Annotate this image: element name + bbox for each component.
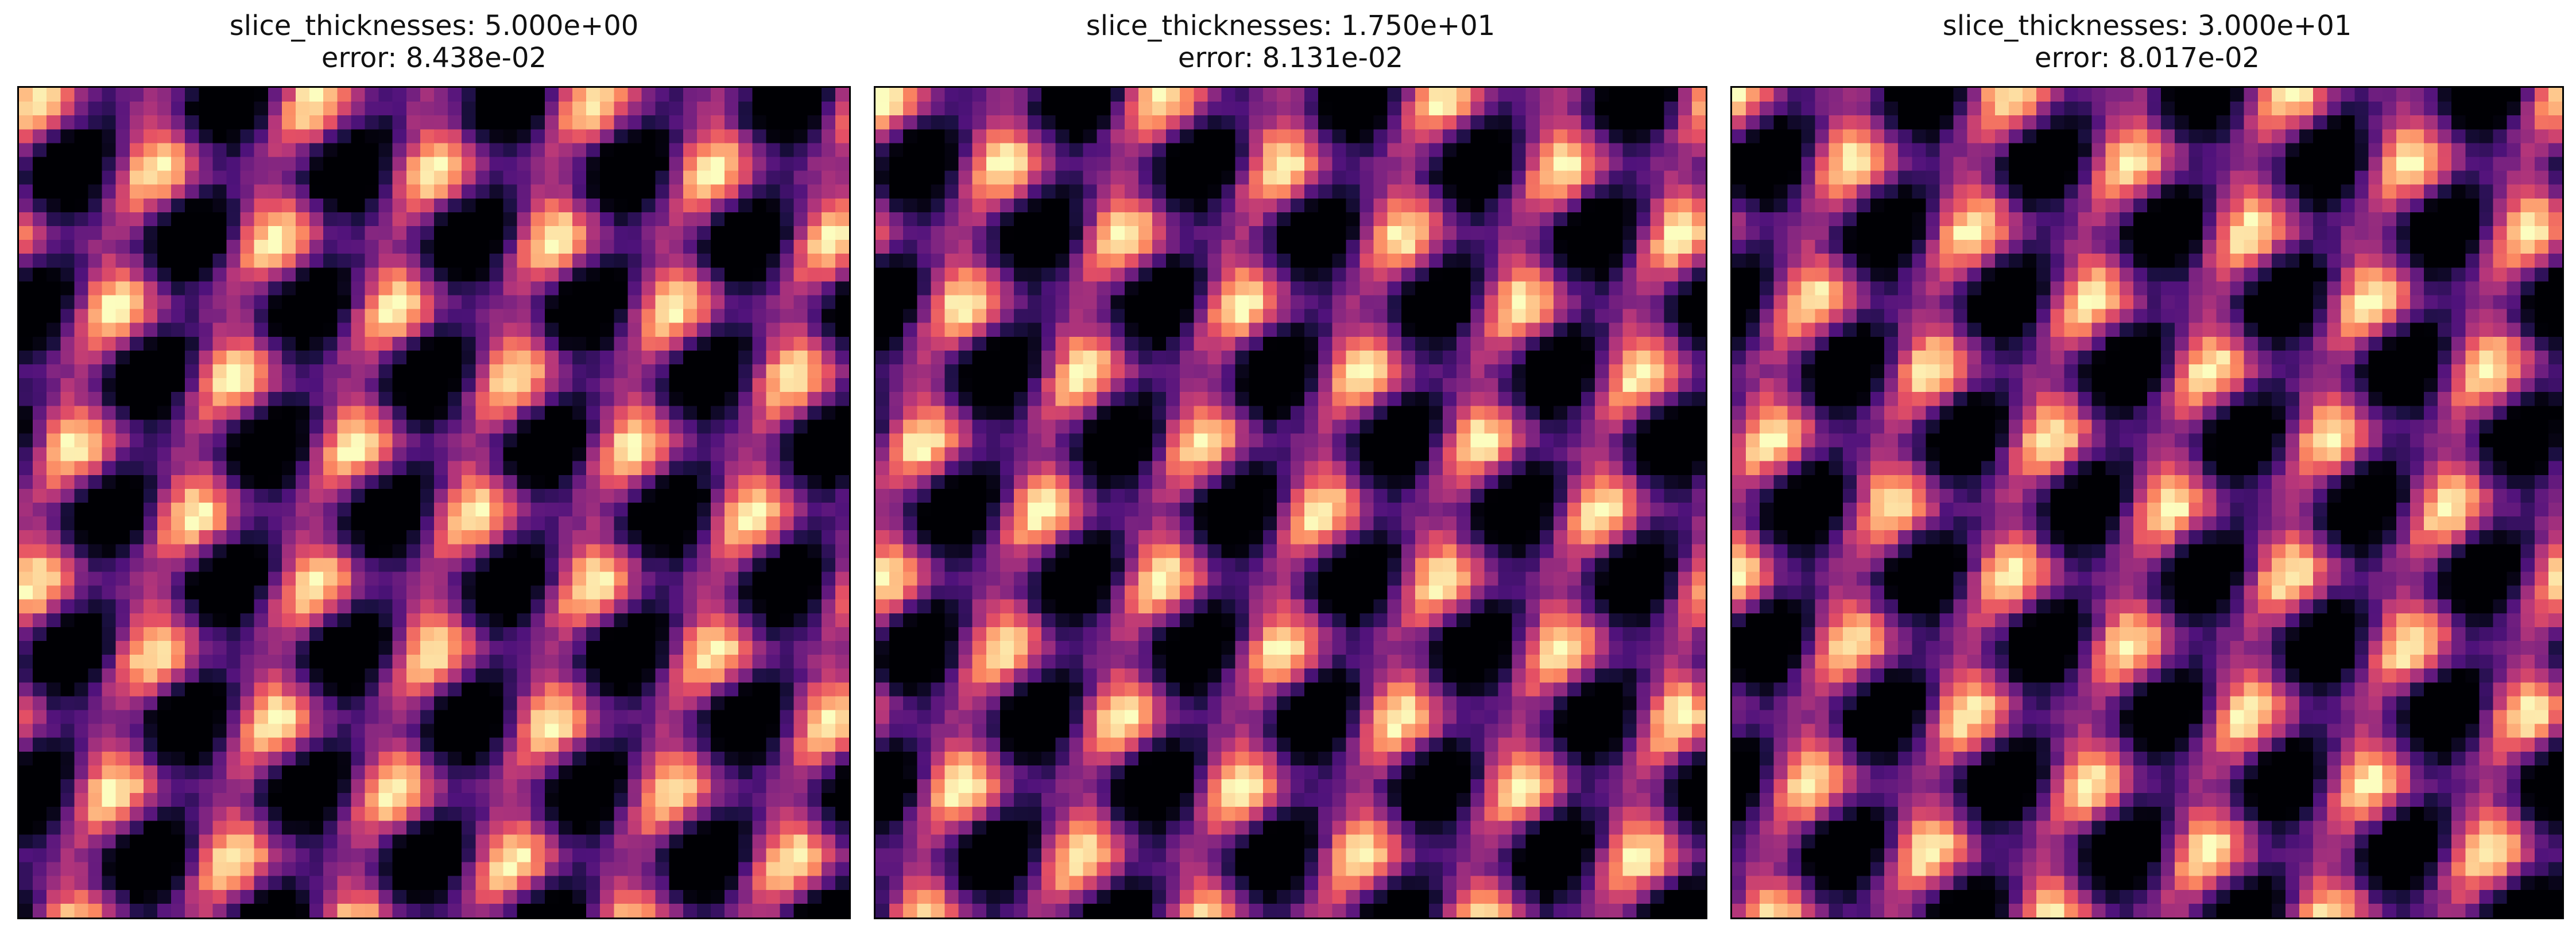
panel-title-parameter: slice_thicknesses: 3.000e+01 [1942,10,2352,42]
image-frame [1730,86,2564,919]
image-frame [17,86,851,919]
panel-title-error: error: 8.017e-02 [2034,42,2260,74]
panel-slice-17-5: slice_thicknesses: 1.750e+01 error: 8.13… [874,0,1707,933]
panel-title-error: error: 8.438e-02 [321,42,547,74]
intensity-image [876,88,1706,918]
image-frame [874,86,1707,919]
panel-title-parameter: slice_thicknesses: 5.000e+00 [229,10,639,42]
intensity-image [19,88,849,918]
panel-title-error: error: 8.131e-02 [1177,42,1404,74]
panel-slice-30: slice_thicknesses: 3.000e+01 error: 8.01… [1730,0,2564,933]
intensity-image [1732,88,2562,918]
panel-slice-5: slice_thicknesses: 5.000e+00 error: 8.43… [17,0,851,933]
panel-title-parameter: slice_thicknesses: 1.750e+01 [1086,10,1496,42]
